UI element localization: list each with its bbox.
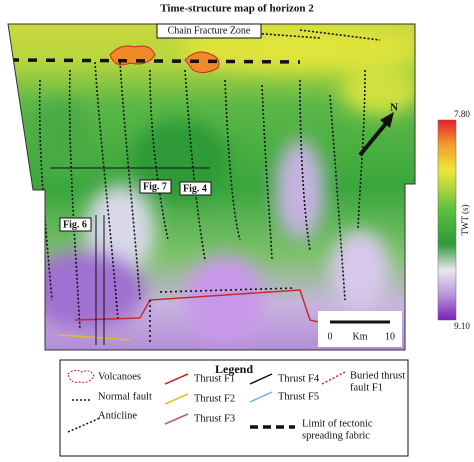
fault-line bbox=[119, 61, 141, 301]
legend-entry: Anticline bbox=[98, 410, 137, 421]
fault-line bbox=[357, 69, 366, 231]
legend-entry: Thrust F1 bbox=[194, 373, 235, 384]
fault-line bbox=[149, 69, 169, 241]
colorbar-label: 7.80 bbox=[454, 109, 470, 119]
annotation: Fig. 4 bbox=[183, 183, 207, 194]
north-label: N bbox=[390, 102, 398, 114]
fault-line bbox=[224, 79, 241, 241]
map-border bbox=[7, 23, 416, 351]
legend-icon bbox=[67, 369, 95, 383]
fault-line bbox=[38, 79, 53, 301]
annotation: Fig. 6 bbox=[63, 219, 87, 230]
colorbar bbox=[437, 119, 457, 321]
legend-entry: Thrust F2 bbox=[194, 393, 235, 404]
legend-entry: Thrust F3 bbox=[194, 413, 235, 424]
label-box bbox=[59, 217, 92, 232]
map-patch bbox=[30, 100, 90, 180]
volcano bbox=[184, 51, 220, 74]
scale-label: Km bbox=[353, 331, 368, 342]
fault-line bbox=[68, 69, 81, 331]
legend-title: Legend bbox=[215, 362, 253, 376]
legend-icon bbox=[249, 373, 273, 385]
map-patch bbox=[340, 65, 415, 115]
north-arrowhead bbox=[380, 112, 394, 128]
legend-icon bbox=[164, 413, 189, 425]
fault-line bbox=[299, 29, 381, 41]
legend-entry: Buried thrust bbox=[350, 370, 405, 381]
legend-entry: Thrust F5 bbox=[278, 391, 319, 402]
fault-line bbox=[184, 69, 206, 261]
legend-icon bbox=[164, 393, 189, 405]
colorbar-title: TWT (s) bbox=[460, 204, 470, 235]
legend-entry: Normal fault bbox=[98, 391, 152, 402]
scale-box bbox=[318, 311, 402, 347]
north-arrow bbox=[358, 119, 390, 157]
annotation: Fig. 7 bbox=[143, 181, 167, 192]
legend-icon bbox=[164, 373, 189, 385]
legend-entry: fault F1 bbox=[350, 382, 383, 393]
scale-label: 10 bbox=[385, 331, 395, 342]
label-box bbox=[139, 179, 172, 194]
legend-entry: Limit of tectonic bbox=[302, 418, 373, 429]
label-box bbox=[156, 23, 262, 39]
legend-entry: Thrust F4 bbox=[278, 373, 320, 384]
map-patch bbox=[275, 140, 325, 240]
volcano bbox=[109, 45, 156, 66]
map-patch bbox=[185, 255, 265, 345]
legend-icon bbox=[321, 371, 346, 385]
scale-label: 0 bbox=[328, 331, 333, 342]
thrust-f2 bbox=[59, 334, 131, 341]
fault-line bbox=[94, 61, 119, 321]
legend-entry: spreading fabric bbox=[302, 430, 370, 441]
colorbar-label: 9.10 bbox=[454, 321, 470, 331]
map-area bbox=[8, 24, 415, 350]
annotation: Chain Fracture Zone bbox=[168, 25, 251, 36]
normal-faults bbox=[38, 29, 381, 331]
legend-entry: Volcanoes bbox=[98, 371, 141, 382]
map-patch bbox=[25, 250, 145, 330]
title: Time-structure map of horizon 2 bbox=[160, 3, 314, 15]
legend-box bbox=[59, 359, 409, 457]
fault-line bbox=[261, 84, 273, 261]
color-patches bbox=[25, 26, 415, 345]
fault-line bbox=[329, 94, 346, 301]
label-box bbox=[179, 181, 212, 196]
legend-icon bbox=[67, 417, 101, 433]
legend-icon bbox=[249, 391, 273, 403]
map-patch bbox=[330, 230, 390, 310]
spreading-limit bbox=[9, 58, 301, 64]
